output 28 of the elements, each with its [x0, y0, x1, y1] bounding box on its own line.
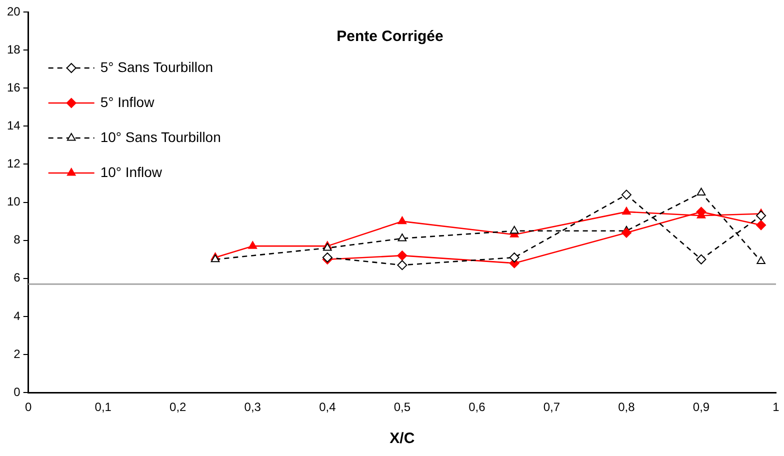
text: Pente Corrigée: [336, 28, 444, 46]
x-axis-title: X/C: [390, 430, 415, 448]
x-tick-label: 0,6: [468, 400, 486, 414]
x-tick-label: 0: [25, 400, 32, 414]
y-tick-label: 0: [14, 384, 21, 399]
y-tick-label: 12: [6, 156, 21, 171]
y-tick-label: 18: [6, 42, 21, 56]
y-tick-label: 2: [14, 346, 21, 361]
x-tick-label: 0,9: [692, 400, 710, 414]
x-tick-label: 0,4: [319, 400, 336, 414]
x-tick-label: 0,3: [244, 400, 262, 414]
y-tick-label: 6: [14, 270, 21, 285]
y-tick-label: 8: [14, 232, 21, 247]
y-tick-label: 16: [6, 80, 21, 94]
y-tick-label: 14: [6, 118, 21, 132]
y-tick-label: 20: [6, 4, 21, 18]
legend-label: 5° Inflow: [100, 94, 156, 110]
y-tick-label: 4: [14, 308, 21, 323]
x-tick-label: 0,2: [170, 400, 187, 414]
legend-label: 5° Sans Tourbillon: [100, 58, 214, 75]
y-tick-label: 10: [6, 194, 21, 209]
x-tick-label: 1: [772, 400, 780, 414]
x-tick-label: 0,5: [394, 400, 411, 414]
legend-label: 10° Sans Tourbillon: [100, 128, 221, 145]
x-tick-label: 0,7: [543, 400, 560, 414]
x-tick-label: 0,1: [94, 400, 112, 414]
x-tick-label: 0,8: [618, 400, 636, 414]
legend-label: 10° Inflow: [100, 164, 163, 180]
